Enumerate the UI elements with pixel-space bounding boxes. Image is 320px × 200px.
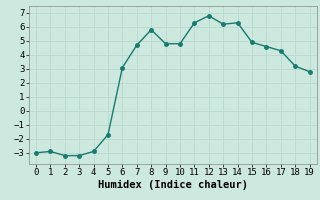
X-axis label: Humidex (Indice chaleur): Humidex (Indice chaleur) [98, 180, 248, 190]
